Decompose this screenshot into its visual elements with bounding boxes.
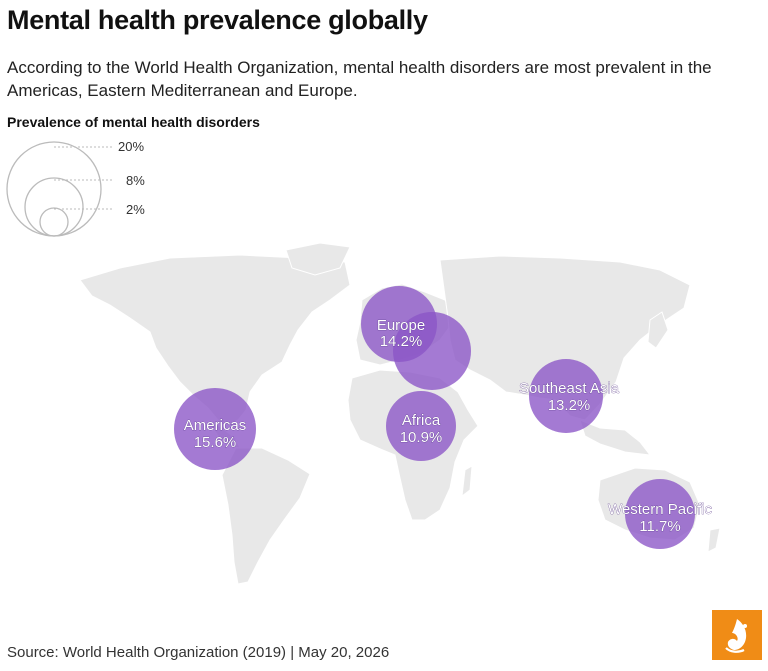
bubble-europe [361,286,437,362]
japan [647,311,669,349]
label-western-pacific-name: Western Pacific [608,501,712,518]
bubble-africa [386,391,456,461]
legend-title: Prevalence of mental health disorders [7,114,260,130]
label-europe-name: Europe [377,317,425,334]
label-africa-name: Africa [402,412,441,429]
bubble-western-pacific [625,479,695,549]
southeast-asia-islands [579,419,652,456]
south-america [221,447,311,585]
label-americas-value: 15.6% [194,434,237,451]
bubble-americas [174,388,256,470]
page-title: Mental health prevalence globally [7,5,428,35]
label-americas-name: Americas [184,417,247,434]
madagascar [461,465,473,498]
bubble-labels: Europe 14.2% Americas 15.6% Africa 10.9%… [183,317,712,536]
legend-circle-8 [24,177,84,237]
al-jazeera-logo [712,610,762,660]
world-map: Europe 14.2% Americas 15.6% Africa 10.9%… [79,242,721,585]
label-africa-value: 10.9% [400,429,443,446]
label-europe-value: 14.2% [380,333,423,350]
region-bubbles [174,286,695,549]
label-western-pacific-value: 11.7% [639,518,680,535]
page-subtitle: According to the World Health Organizati… [7,58,712,100]
legend-label-8: 8% [126,173,145,188]
label-southeast-asia-name: Southeast Asia [519,380,620,397]
legend-circle-2 [39,207,69,237]
size-legend: 20% 8% 2% [6,139,145,237]
bubble-southeast-asia [529,359,603,433]
label-southeast-asia-value: 13.2% [548,397,591,414]
legend-label-2: 2% [126,202,145,217]
new-zealand [707,527,721,553]
source-note: Source: World Health Organization (2019)… [7,644,390,661]
greenland [285,242,351,276]
legend-label-20: 20% [118,139,144,154]
legend-circle-20 [6,141,102,237]
